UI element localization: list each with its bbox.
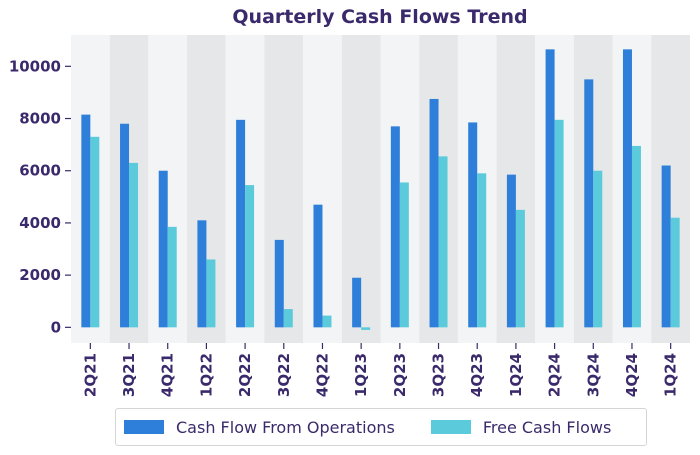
x-tick-label: 1Q23 (352, 353, 370, 397)
legend-swatch-operations (124, 420, 164, 434)
bar-cash-flow-operations (236, 119, 246, 328)
bar-free-cash-flows (167, 226, 177, 328)
y-tick-label: 4000 (19, 214, 61, 232)
bar-cash-flow-operations (81, 114, 91, 328)
bar-free-cash-flows (554, 119, 564, 328)
chart-title: Quarterly Cash Flows Trend (232, 6, 528, 28)
bar-free-cash-flows (245, 185, 255, 328)
bar-free-cash-flows (90, 136, 100, 328)
y-tick-label: 6000 (19, 162, 61, 180)
legend-label-operations: Cash Flow From Operations (176, 417, 395, 437)
bar-free-cash-flows (283, 309, 293, 328)
bar-free-cash-flows (399, 182, 409, 328)
bar-free-cash-flows (129, 162, 139, 328)
x-tick-label: 4Q21 (159, 353, 177, 397)
bar-free-cash-flows (322, 315, 332, 328)
bar-free-cash-flows (593, 170, 603, 328)
bar-free-cash-flows (670, 217, 680, 328)
x-tick-label: 1Q22 (197, 353, 215, 397)
legend-swatch-free-cash-flows (430, 420, 471, 434)
legend-item-free-cash-flows: Free Cash Flows (430, 417, 612, 437)
bar-cash-flow-operations (352, 277, 362, 328)
x-tick-label: 3Q23 (430, 353, 448, 397)
bar-cash-flow-operations (622, 49, 632, 328)
bar-free-cash-flows (438, 156, 448, 328)
bar-cash-flow-operations (120, 123, 130, 328)
x-tick-label: 1Q24 (507, 353, 525, 397)
bars (81, 49, 680, 330)
x-tick-label: 2Q22 (236, 353, 254, 397)
y-axis-ticks: 0 2000 4000 6000 8000 10000 (9, 57, 71, 336)
bar-cash-flow-operations (197, 220, 207, 328)
bar-cash-flow-operations (468, 122, 478, 328)
bar-free-cash-flows (477, 173, 487, 328)
legend: Cash Flow From Operations Free Cash Flow… (115, 408, 647, 446)
bar-cash-flow-operations (274, 239, 284, 328)
bar-free-cash-flows (515, 209, 525, 328)
x-tick-label: 2Q21 (81, 353, 99, 397)
bar-cash-flow-operations (661, 165, 671, 328)
legend-item-operations: Cash Flow From Operations (124, 418, 395, 437)
x-axis-ticks: 2Q21 3Q21 4Q21 1Q22 2Q22 3Q22 4Q22 1Q23 2Q23 3Q23… (81, 343, 680, 397)
bar-cash-flow-operations (584, 79, 594, 328)
x-tick-label: 3Q22 (275, 353, 293, 397)
bar-cash-flow-operations (313, 204, 323, 328)
y-tick-label: 2000 (19, 266, 61, 284)
bar-cash-flow-operations (545, 49, 555, 328)
y-tick-label: 10000 (9, 57, 61, 75)
bar-free-cash-flows (631, 145, 641, 328)
x-tick-label: 3Q21 (120, 353, 138, 397)
x-tick-label: 4Q22 (313, 353, 331, 397)
x-tick-label: 4Q24 (623, 353, 641, 397)
bar-free-cash-flows (361, 327, 371, 330)
bar-cash-flow-operations (158, 170, 168, 328)
x-tick-label: 4Q23 (468, 353, 486, 397)
y-tick-label: 8000 (19, 110, 61, 128)
legend-label-free-cash-flows: Free Cash Flows (482, 417, 612, 437)
bar-free-cash-flows (206, 259, 216, 328)
bar-cash-flow-operations (429, 98, 439, 328)
y-tick-label: 0 (51, 318, 61, 336)
bar-cash-flow-operations (390, 126, 400, 328)
x-tick-label: 2Q23 (391, 353, 409, 397)
bar-cash-flow-operations (506, 174, 516, 328)
x-tick-label: 1Q24 (662, 353, 680, 397)
x-tick-label: 3Q24 (584, 353, 602, 397)
x-tick-label: 2Q24 (546, 353, 564, 397)
